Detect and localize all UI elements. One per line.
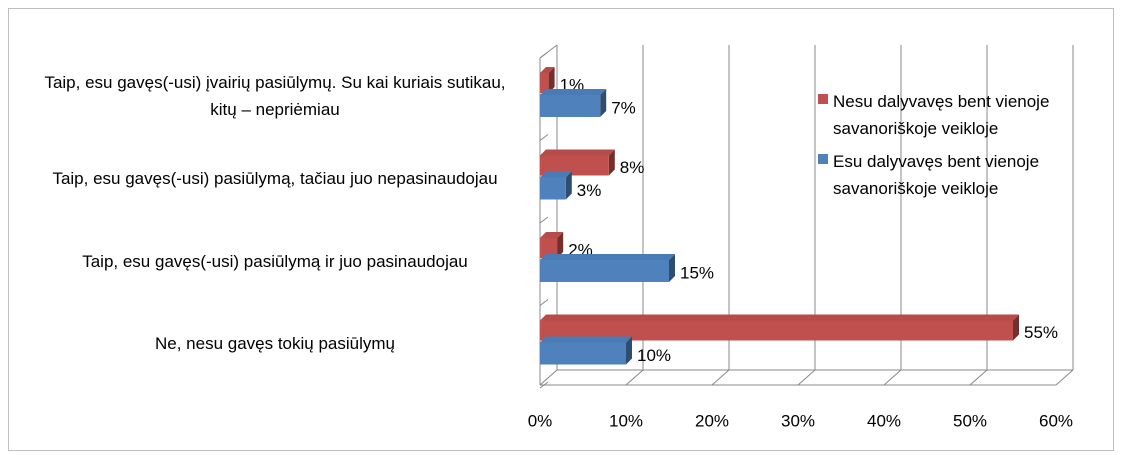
bar-top — [540, 336, 632, 343]
bar-face — [540, 320, 1013, 341]
data-label: 55% — [1024, 323, 1058, 342]
bar-top — [540, 149, 615, 156]
bar-face — [540, 177, 566, 200]
bar-top — [540, 254, 675, 260]
bar-side — [600, 89, 607, 117]
bar — [540, 314, 1019, 341]
bar-top — [540, 171, 572, 178]
y-tick — [539, 381, 549, 389]
data-label: 10% — [637, 346, 671, 365]
legend-label: Nesu dalyvavęs bent vienoje savanoriškoj… — [833, 92, 1050, 138]
x-tick-label: 0% — [528, 411, 553, 430]
bar-face — [540, 73, 549, 93]
bar-face — [540, 155, 609, 176]
y-tick — [539, 134, 549, 141]
chart-border — [8, 8, 1114, 451]
x-tick-label: 50% — [953, 411, 987, 430]
x-tick-label: 60% — [1039, 411, 1073, 430]
bar-face — [540, 238, 558, 258]
bar — [540, 149, 615, 176]
data-label: 7% — [611, 98, 636, 117]
grid-floor-line — [625, 369, 644, 386]
y-tick — [539, 299, 549, 306]
x-tick-label: 10% — [609, 411, 643, 430]
grid-floor-line — [969, 369, 988, 386]
bar-top — [540, 314, 1019, 321]
bar-side — [626, 336, 632, 365]
bar-top — [540, 67, 555, 73]
y-tick — [539, 216, 549, 224]
bar-top — [540, 89, 607, 95]
y-tick-label: Taip, esu gavęs(-usi) įvairių pasiūlymų.… — [44, 73, 506, 120]
bar-side — [548, 67, 555, 93]
y-tick-label: Taip, esu gavęs(-usi) pasiūlymą, tačiau … — [52, 169, 498, 189]
data-label: 15% — [680, 263, 714, 282]
x-tick-label: 30% — [781, 411, 815, 430]
grid-floor-line — [711, 369, 730, 386]
bar-top — [540, 232, 564, 238]
x-tick-label: 40% — [867, 411, 901, 430]
bar-face — [540, 260, 669, 282]
legend-swatch — [818, 94, 828, 104]
bar-face — [540, 342, 626, 365]
bar — [540, 254, 675, 282]
bar-face — [540, 95, 601, 117]
grid-floor-line — [1055, 369, 1074, 386]
y-tick-label: Ne, nesu gavęs tokių pasiūlymų — [154, 334, 396, 354]
data-label: 8% — [620, 158, 645, 177]
bar — [540, 336, 632, 365]
legend-label: Esu dalyvavęs bent vienoje savanoriškoje… — [833, 152, 1040, 198]
x-tick-label: 20% — [695, 411, 729, 430]
bar — [540, 232, 564, 258]
grid-floor-line — [883, 369, 902, 386]
bar-side — [557, 232, 564, 258]
data-label: 3% — [577, 181, 602, 200]
bar — [540, 89, 607, 117]
grid-floor-line — [539, 369, 558, 386]
legend-swatch — [818, 154, 828, 164]
bar — [540, 67, 555, 93]
bar — [540, 171, 572, 200]
bar-side — [565, 171, 572, 200]
bar-side — [1013, 314, 1019, 341]
y-tick — [539, 51, 549, 59]
y-tick-label: Taip, esu gavęs(-usi) pasiūlymą ir juo p… — [82, 251, 468, 271]
bar-side — [669, 254, 675, 282]
grid-floor-line — [797, 369, 816, 386]
bar-side — [608, 149, 615, 176]
